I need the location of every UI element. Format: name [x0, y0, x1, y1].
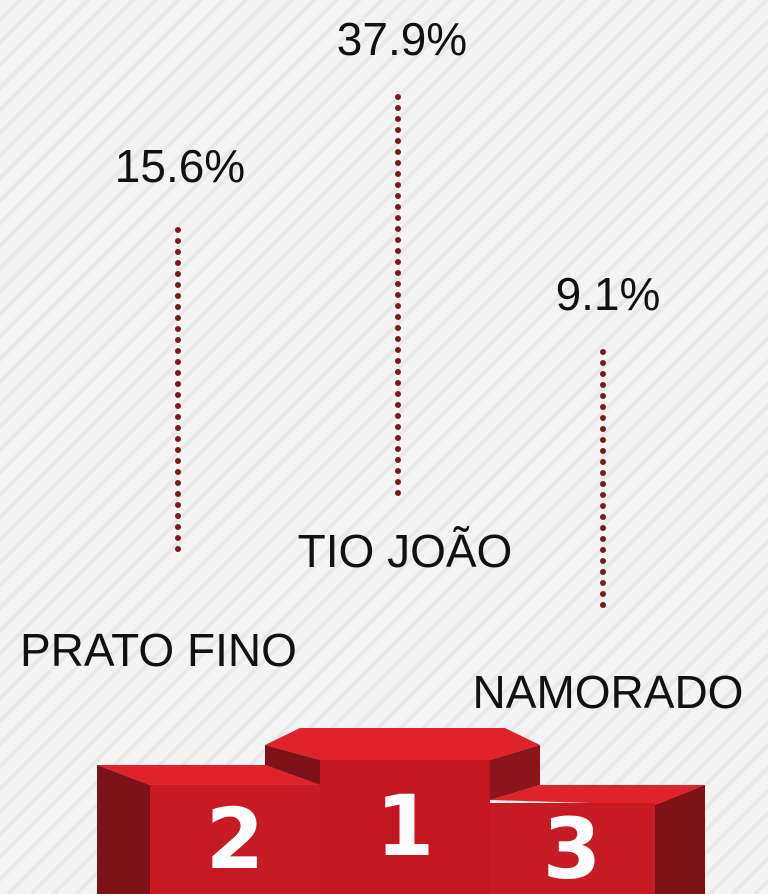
- podium-top: [265, 728, 540, 760]
- page: {"podium": [ {"rank": "2", "label": "PRA…: [0, 0, 768, 894]
- rank-number: 2: [206, 790, 264, 888]
- percentage: 37.9%: [337, 13, 467, 65]
- brand-label: TIO JOÃO: [298, 525, 513, 577]
- percentage: 15.6%: [115, 140, 245, 192]
- podium-side: [97, 765, 150, 894]
- brand-label: NAMORADO: [473, 666, 744, 718]
- rank-number: 1: [376, 777, 434, 875]
- podium-infographic: 15.6% 37.9% 9.1% PRATO FINO TIO JOÃO NAM…: [0, 0, 768, 894]
- rank-number: 3: [543, 800, 601, 894]
- brand-label: PRATO FINO: [20, 624, 297, 676]
- percentage: 9.1%: [556, 268, 661, 320]
